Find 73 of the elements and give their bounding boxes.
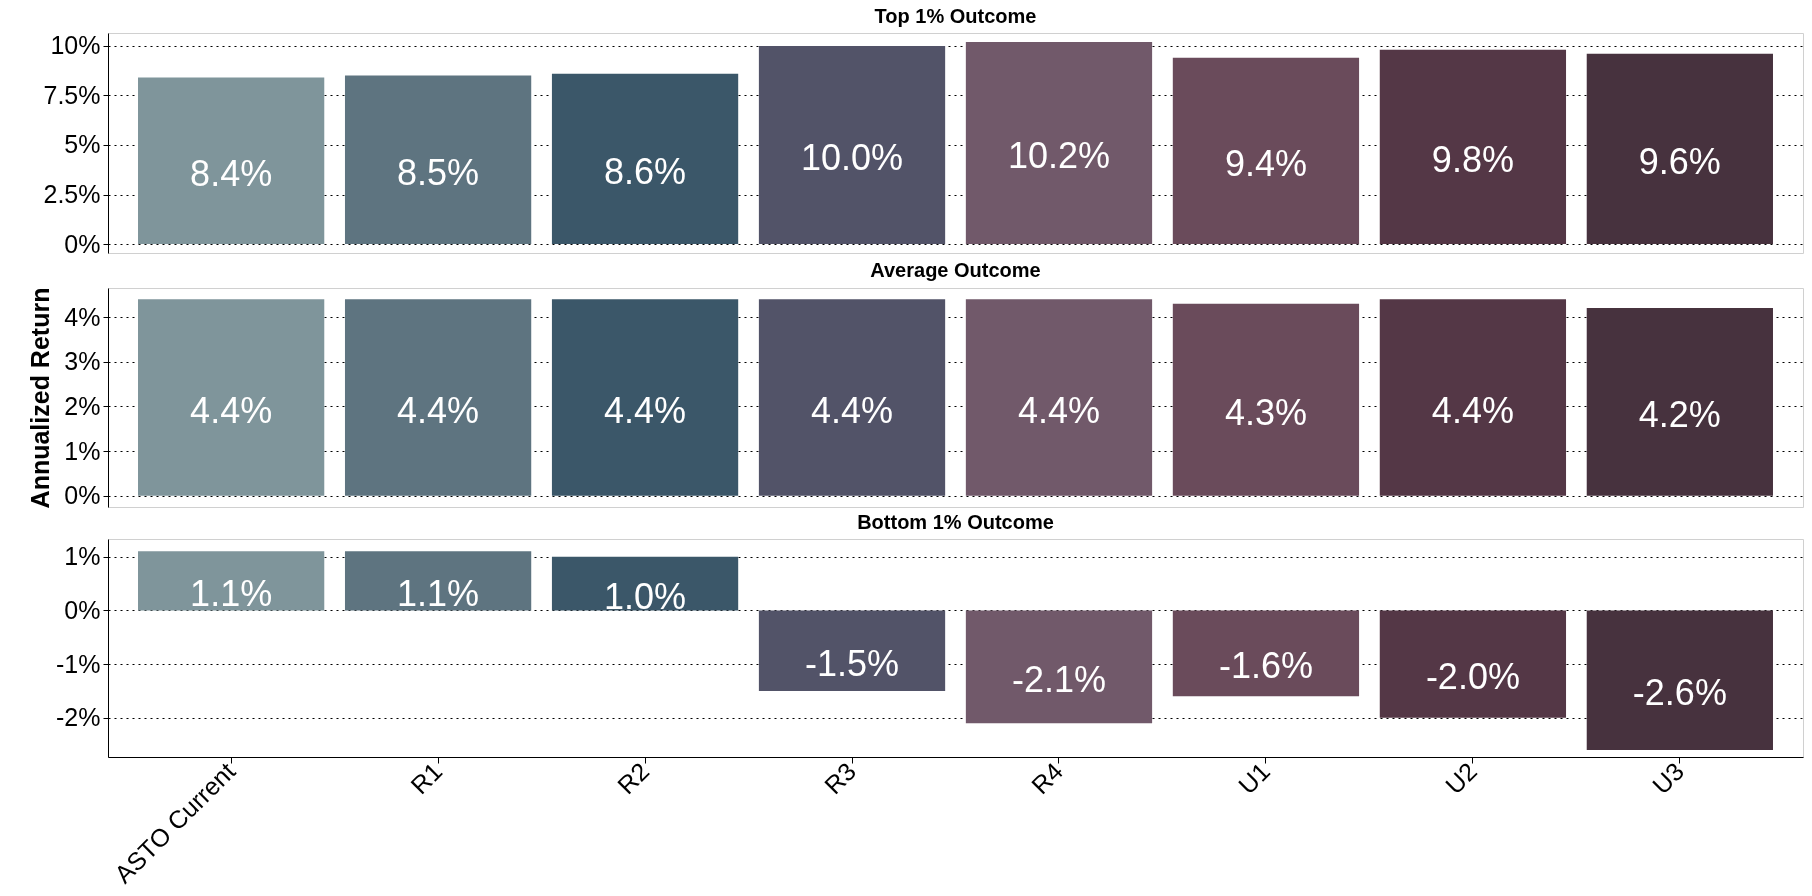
y-tick-label: -1%: [56, 649, 101, 678]
y-tick-label: 3%: [64, 347, 101, 376]
data-label: 9.8%: [1431, 138, 1514, 180]
bar: [551, 556, 739, 611]
x-tick-label: U2: [1439, 756, 1483, 800]
bar: [1172, 57, 1360, 245]
x-tick-label: R3: [818, 756, 862, 800]
bar: [344, 75, 532, 245]
data-label: 9.6%: [1638, 140, 1721, 182]
chart-title: Top 1% Outcome: [874, 5, 1037, 27]
data-label: 1.1%: [397, 572, 480, 614]
y-tick-label: 0%: [64, 229, 101, 258]
bar: [138, 77, 325, 245]
y-tick-label: 0%: [64, 481, 101, 510]
bar: [551, 73, 739, 245]
bar: [1586, 53, 1773, 245]
y-tick-label: 1%: [64, 436, 101, 465]
bar: [1379, 49, 1567, 245]
data-label: 1.1%: [190, 572, 273, 614]
y-tick-label: 7.5%: [43, 80, 101, 109]
data-label: 4.4%: [810, 389, 894, 431]
y-tick-label: 1%: [64, 542, 101, 571]
y-tick-label: 10%: [50, 31, 101, 60]
data-label: -1.6%: [1218, 645, 1313, 687]
y-tick-label: 2%: [64, 391, 101, 420]
data-label: 10.0%: [800, 136, 904, 178]
bar: [965, 41, 1153, 245]
data-label: 8.5%: [397, 151, 480, 193]
x-tick-label: U3: [1646, 756, 1690, 800]
data-label: 8.4%: [190, 152, 273, 194]
data-label: 10.2%: [1007, 135, 1111, 176]
y-tick-label: 4%: [64, 302, 101, 331]
bar: [344, 551, 532, 611]
y-tick-label: 2.5%: [43, 180, 101, 209]
y-tick-label: 5%: [64, 130, 101, 159]
bar: [1172, 610, 1360, 697]
y-tick-label: -2%: [56, 703, 101, 732]
data-label: 4.4%: [190, 389, 273, 431]
bar: [1172, 303, 1360, 496]
bar: [758, 610, 946, 691]
bar: [344, 299, 532, 496]
y-axis-title: Annualized Return: [26, 287, 55, 509]
x-tick-label: R4: [1025, 756, 1069, 800]
data-label: 4.4%: [397, 389, 480, 431]
data-label: -1.5%: [805, 642, 900, 684]
data-label: 4.4%: [604, 389, 687, 431]
data-label: 4.4%: [1431, 389, 1514, 431]
x-tick-label: R1: [404, 756, 448, 800]
bar: [1586, 308, 1773, 496]
data-label: -2.1%: [1011, 658, 1106, 700]
chart-title: Bottom 1% Outcome: [857, 511, 1054, 533]
data-label: 1.0%: [604, 575, 687, 617]
bar: [1379, 299, 1567, 496]
data-label: 8.6%: [604, 150, 687, 192]
data-label: 4.4%: [1017, 389, 1101, 431]
bar: [551, 299, 739, 496]
x-tick-label: R2: [611, 756, 655, 800]
y-tick-label: 0%: [64, 595, 101, 624]
bar: [758, 299, 946, 496]
bar: [965, 299, 1153, 496]
chart-title: Average Outcome: [870, 259, 1041, 282]
data-label: -2.6%: [1632, 672, 1727, 714]
bar: [138, 551, 325, 611]
data-label: 9.4%: [1224, 142, 1307, 184]
data-label: 4.3%: [1224, 391, 1307, 433]
x-tick-label: U1: [1232, 756, 1276, 800]
data-label: 4.2%: [1638, 393, 1721, 435]
bar: [138, 299, 325, 496]
bar: [1379, 610, 1567, 718]
bar: [758, 45, 946, 245]
bar: [965, 610, 1153, 724]
bar: [1586, 610, 1773, 751]
data-label: -2.0%: [1425, 656, 1520, 698]
